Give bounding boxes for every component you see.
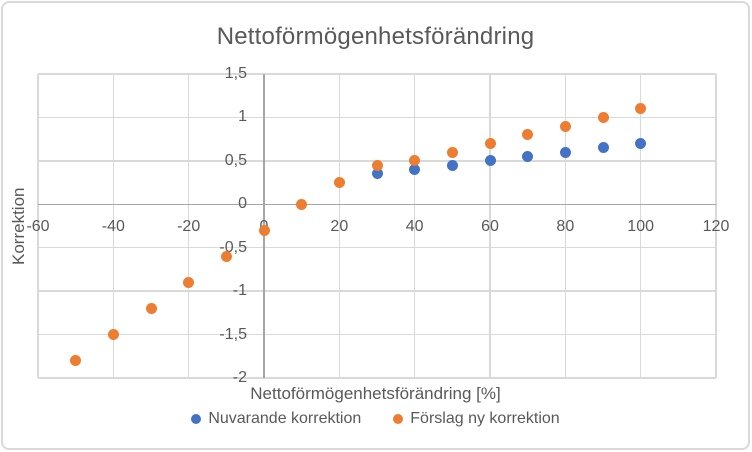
data-point-series-1[interactable]: [559, 120, 571, 132]
x-axis-line: [38, 203, 716, 206]
vertical-gridline: [112, 74, 115, 378]
data-point-series-1[interactable]: [145, 303, 157, 314]
data-point-series-1[interactable]: [522, 129, 534, 141]
x-tick-label: -20: [177, 218, 201, 236]
legend-item-nuvarande-korrektion[interactable]: Nuvarande korrektion: [191, 410, 361, 428]
data-point-series-1[interactable]: [70, 355, 82, 367]
horizontal-gridline: [38, 290, 716, 292]
data-point-series-0[interactable]: [409, 164, 421, 176]
data-point-series-1[interactable]: [371, 159, 383, 171]
data-point-series-1[interactable]: [296, 198, 308, 210]
x-tick-label: 20: [330, 218, 349, 236]
data-point-series-1[interactable]: [220, 250, 232, 262]
horizontal-gridline: [38, 377, 716, 379]
data-point-series-1[interactable]: [635, 103, 647, 115]
y-axis-title: Korrektion: [9, 187, 28, 265]
data-point-series-1[interactable]: [409, 155, 421, 167]
data-point-series-1[interactable]: [446, 146, 458, 158]
data-point-series-1[interactable]: [258, 224, 270, 236]
horizontal-gridline: [38, 116, 716, 119]
legend-label: Nuvarande korrektion: [208, 410, 362, 427]
data-point-series-1[interactable]: [107, 329, 119, 341]
data-point-series-1[interactable]: [597, 111, 609, 123]
chart-title: Nettoförmögenhetsförändring: [216, 23, 535, 50]
horizontal-gridline: [38, 246, 716, 249]
vertical-gridline: [489, 74, 491, 378]
data-point-series-0[interactable]: [559, 146, 571, 158]
data-point-series-1[interactable]: [333, 177, 345, 189]
x-tick-label: -60: [26, 218, 50, 236]
plot-area: -60-40-200204060801001201,510,50-0,5-1-1…: [26, 65, 729, 386]
vertical-gridline: [413, 74, 416, 378]
vertical-gridline: [639, 74, 642, 378]
x-axis-title: Nettoförmögenhetsförändring [%]: [250, 384, 501, 403]
data-point-series-1[interactable]: [183, 276, 195, 288]
data-point-series-0[interactable]: [371, 168, 383, 180]
horizontal-gridline: [38, 333, 716, 336]
y-tick-label: -1,5: [219, 325, 247, 343]
legend-marker-circle-blue: [191, 414, 202, 424]
data-point-series-0[interactable]: [446, 159, 458, 171]
vertical-gridline: [715, 74, 717, 378]
data-point-series-1[interactable]: [484, 137, 496, 149]
data-point-series-0[interactable]: [522, 151, 534, 162]
x-tick-label: -40: [101, 218, 125, 236]
y-tick-label: 1,5: [224, 65, 247, 82]
y-tick-label: -2: [232, 369, 247, 386]
vertical-gridline: [187, 74, 190, 378]
legend-marker-circle-orange: [393, 414, 404, 424]
y-tick-label: 1: [238, 108, 247, 126]
data-point-series-0[interactable]: [635, 137, 647, 149]
legend-item-forslag-ny-korrektion[interactable]: Förslag ny korrektion: [393, 410, 560, 428]
vertical-gridline: [37, 74, 39, 378]
y-tick-label: -1: [232, 282, 247, 300]
y-tick-label: 0,5: [224, 151, 247, 169]
y-tick-label: -0,5: [219, 238, 247, 256]
data-point-series-0[interactable]: [597, 142, 609, 154]
x-tick-label: 120: [702, 218, 730, 236]
x-tick-label: 100: [627, 218, 654, 236]
y-tick-label: 0: [238, 195, 247, 213]
vertical-gridline: [338, 74, 341, 378]
x-tick-label: 60: [481, 218, 499, 236]
x-tick-label: 80: [556, 218, 575, 236]
horizontal-gridline: [38, 73, 716, 75]
vertical-gridline: [564, 74, 567, 378]
legend: Nuvarande korrektion Förslag ny korrekti…: [3, 410, 748, 428]
legend-label: Förslag ny korrektion: [410, 410, 560, 427]
data-point-series-0[interactable]: [484, 155, 496, 167]
x-tick-label: 40: [405, 218, 424, 236]
